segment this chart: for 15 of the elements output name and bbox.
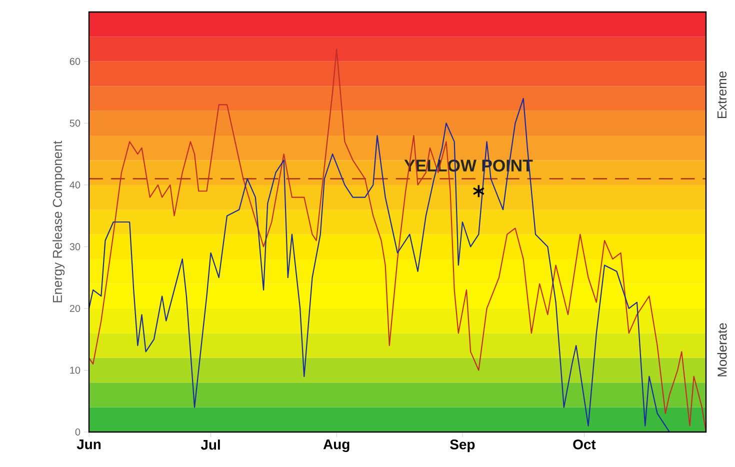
x-tick-label: Oct [573,439,596,450]
text: Moderate [717,323,727,376]
x-tick-label: Jul [200,440,220,450]
x-tick-label: Aug [323,440,350,452]
x-tick-label: Sep [450,439,475,452]
y-tick-label: 0 [75,428,80,436]
y-tick-label: 10 [70,366,80,374]
y-tick-label: 30 [70,243,80,250]
y-tick-label: 50 [70,120,80,127]
y-tick-label: 60 [70,58,80,65]
x-tick-label: Jun [76,440,101,450]
text: Extreme [717,71,727,118]
y-tick-label: 20 [70,304,80,312]
y-axis-title: Energy Release Component [52,140,65,302]
y-tick-label: 40 [70,181,80,188]
